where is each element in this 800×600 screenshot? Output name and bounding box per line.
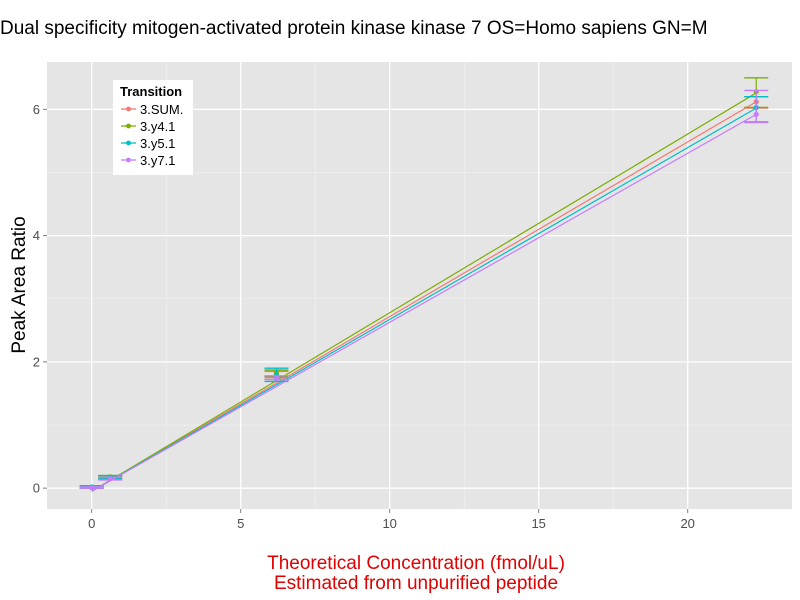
x-tick-label: 15 — [531, 516, 545, 531]
chart-title: Dual specificity mitogen-activated prote… — [0, 18, 708, 39]
legend-title: Transition — [120, 84, 182, 99]
fit-line — [91, 107, 757, 492]
fit-line — [91, 92, 757, 492]
legend-label: 3.y5.1 — [140, 136, 175, 151]
y-axis-title: Peak Area Ratio — [9, 216, 30, 353]
legend-label: 3.SUM. — [140, 102, 183, 117]
x-tick-label: 10 — [382, 516, 396, 531]
legend-marker — [126, 106, 131, 112]
legend-marker — [126, 140, 131, 146]
legend-label: 3.y7.1 — [140, 153, 175, 168]
y-tick-label: 0 — [33, 481, 40, 496]
y-tick-label: 4 — [33, 228, 40, 243]
legend: Transition 3.SUM. 3.y4.1 3.y5.1 3.y7.1 — [113, 80, 193, 175]
fit-line — [91, 113, 757, 492]
series-3.y7.1 — [79, 89, 769, 492]
legend-items: 3.SUM. 3.y4.1 3.y5.1 3.y7.1 — [121, 102, 183, 168]
data-point — [107, 476, 113, 482]
x-tick-label: 5 — [237, 516, 244, 531]
x-axis-title-line-1: Theoretical Concentration (fmol/uL) — [267, 553, 565, 574]
legend-marker — [126, 123, 131, 129]
data-point — [273, 375, 280, 381]
x-tick-label: 0 — [88, 516, 95, 531]
data-point — [753, 111, 759, 118]
legend-marker — [126, 157, 131, 163]
y-tick-label: 6 — [33, 102, 40, 117]
data-point — [89, 484, 95, 491]
x-axis-title-line-2: Estimated from unpurified peptide — [274, 573, 558, 594]
x-tick-label: 20 — [680, 516, 694, 531]
fit-line — [91, 101, 757, 492]
series-layer — [79, 77, 769, 492]
legend-label: 3.y4.1 — [140, 119, 175, 134]
y-tick-label: 2 — [33, 354, 40, 369]
tick-layer: 0 5 10 15 20 0 2 4 6 — [33, 102, 695, 531]
